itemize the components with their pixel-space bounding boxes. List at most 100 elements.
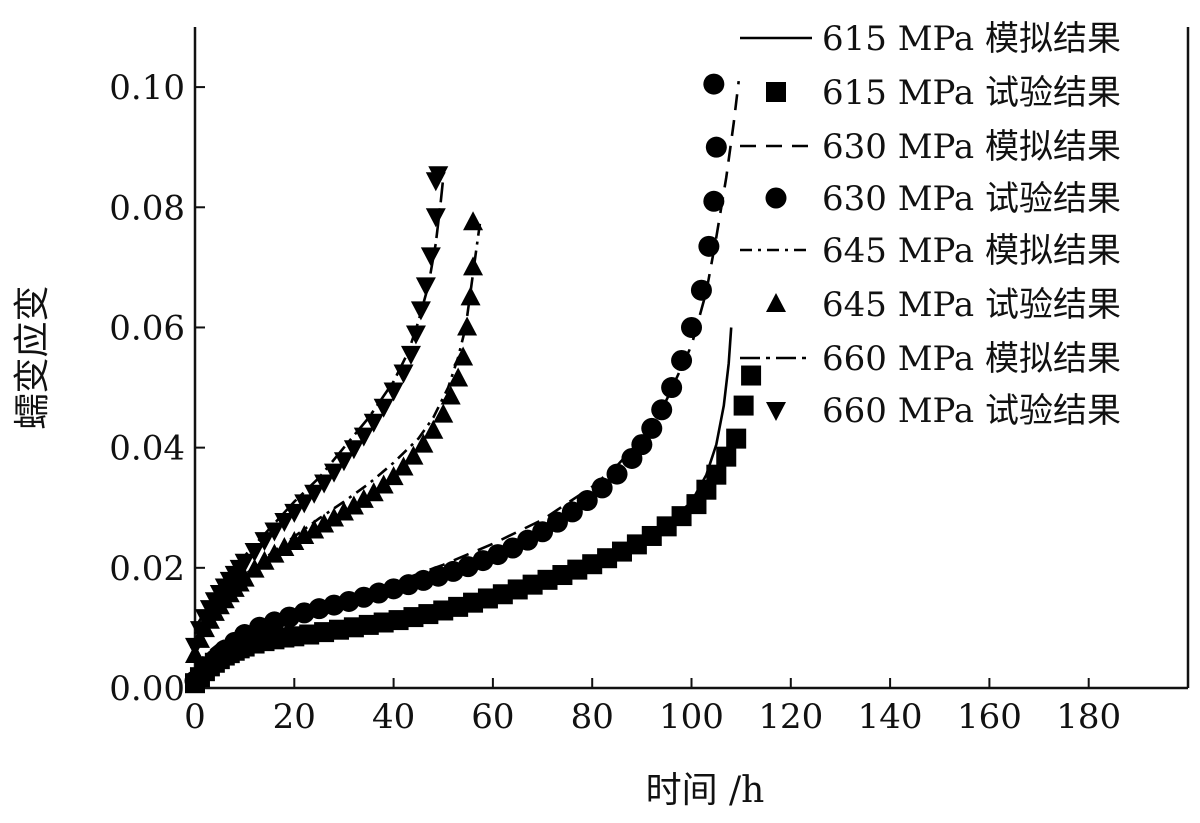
data-point: [314, 513, 335, 533]
data-point: [314, 474, 335, 494]
data-point: [274, 512, 295, 532]
x-axis-label: 时间 /h: [646, 770, 765, 811]
legend-label: 660 MPa 模拟结果: [822, 339, 1121, 379]
series-5: [185, 211, 484, 663]
data-point: [423, 419, 444, 439]
data-point: [304, 519, 325, 539]
data-point: [254, 532, 275, 552]
data-point: [696, 479, 717, 500]
data-point: [425, 208, 446, 228]
data-point: [324, 507, 345, 527]
legend-item: 615 MPa 试验结果: [766, 73, 1121, 113]
legend-item: 660 MPa 试验结果: [766, 391, 1121, 431]
series-layer: [184, 73, 762, 694]
data-point: [716, 446, 737, 467]
y-tick-label: 0.10: [109, 68, 185, 108]
data-point: [410, 301, 431, 321]
data-point: [373, 398, 394, 418]
data-point: [733, 395, 754, 416]
legend-label: 615 MPa 模拟结果: [822, 19, 1121, 59]
data-point: [631, 434, 653, 456]
data-point: [546, 511, 568, 533]
data-point: [703, 73, 725, 95]
data-point: [353, 427, 374, 447]
data-point: [304, 484, 325, 504]
series-3: [184, 73, 727, 692]
x-tick-label: 80: [571, 697, 614, 737]
y-tick-label: 0.08: [109, 188, 185, 228]
data-point: [363, 482, 384, 502]
data-point: [448, 367, 469, 387]
data-point: [383, 382, 404, 402]
data-point: [343, 495, 364, 515]
y-tick-label: 0.06: [109, 308, 185, 348]
data-point: [284, 530, 305, 550]
data-point: [460, 286, 481, 306]
data-point: [294, 524, 315, 544]
legend-marker-swatch: [766, 82, 786, 102]
y-axis-label: 蠕变应变: [12, 285, 53, 429]
data-point: [324, 463, 345, 483]
data-point: [606, 463, 628, 485]
legend-marker-swatch: [766, 402, 786, 421]
data-point: [405, 325, 426, 345]
y-tick-label: 0.04: [109, 429, 185, 469]
legend-item: 645 MPa 试验结果: [766, 285, 1121, 325]
data-point: [353, 488, 374, 508]
data-point: [264, 543, 285, 563]
data-point: [403, 445, 424, 465]
data-point: [400, 345, 421, 365]
data-point: [681, 316, 702, 338]
series-2: [193, 80, 740, 671]
data-point: [433, 403, 454, 423]
data-point: [641, 417, 663, 439]
series-7: [185, 166, 449, 657]
x-tick-label: 40: [372, 697, 415, 737]
y-tick-label: 0.00: [109, 669, 185, 709]
legend-item: 615 MPa 模拟结果: [740, 19, 1121, 59]
data-point: [363, 413, 384, 433]
x-tick-label: 0: [184, 697, 206, 737]
data-point: [661, 377, 683, 399]
data-point: [284, 503, 305, 523]
data-point: [671, 350, 693, 372]
data-point: [413, 433, 434, 453]
data-point: [244, 542, 265, 562]
data-point: [698, 235, 720, 257]
legend-label: 615 MPa 试验结果: [822, 73, 1121, 113]
data-point: [453, 346, 474, 366]
x-tick-label: 20: [273, 697, 316, 737]
x-tick-label: 100: [659, 697, 724, 737]
legend-label: 645 MPa 试验结果: [822, 285, 1121, 325]
data-point: [576, 490, 598, 512]
legend-item: 645 MPa 模拟结果: [740, 231, 1121, 271]
legend-label: 645 MPa 模拟结果: [822, 231, 1121, 271]
data-point: [333, 452, 354, 472]
data-point: [234, 567, 255, 587]
data-point: [343, 440, 364, 460]
x-tick-label: 60: [471, 697, 514, 737]
series-line: [193, 80, 740, 671]
legend-item: 630 MPa 模拟结果: [740, 127, 1121, 167]
data-point: [726, 428, 747, 449]
x-tick-label: 160: [957, 697, 1022, 737]
data-point: [244, 558, 265, 578]
x-tick-label: 180: [1056, 697, 1121, 737]
legend-item: 660 MPa 模拟结果: [740, 339, 1121, 379]
data-point: [373, 474, 394, 494]
data-point: [234, 553, 255, 573]
data-point: [383, 466, 404, 486]
legend-marker-swatch: [765, 187, 787, 209]
data-point: [440, 385, 461, 405]
data-point: [532, 521, 554, 543]
data-point: [591, 477, 613, 499]
legend-item: 630 MPa 试验结果: [765, 179, 1121, 219]
legend-label: 630 MPa 试验结果: [822, 179, 1121, 219]
axes: 0 20 40 60 80 100 120 140 160 180 0.00 0.02 0.04 0.06…: [109, 27, 1190, 737]
data-point: [393, 364, 414, 384]
data-point: [420, 247, 441, 267]
legend-label: 660 MPa 试验结果: [822, 391, 1121, 431]
data-point: [463, 256, 484, 276]
data-point: [425, 172, 446, 192]
